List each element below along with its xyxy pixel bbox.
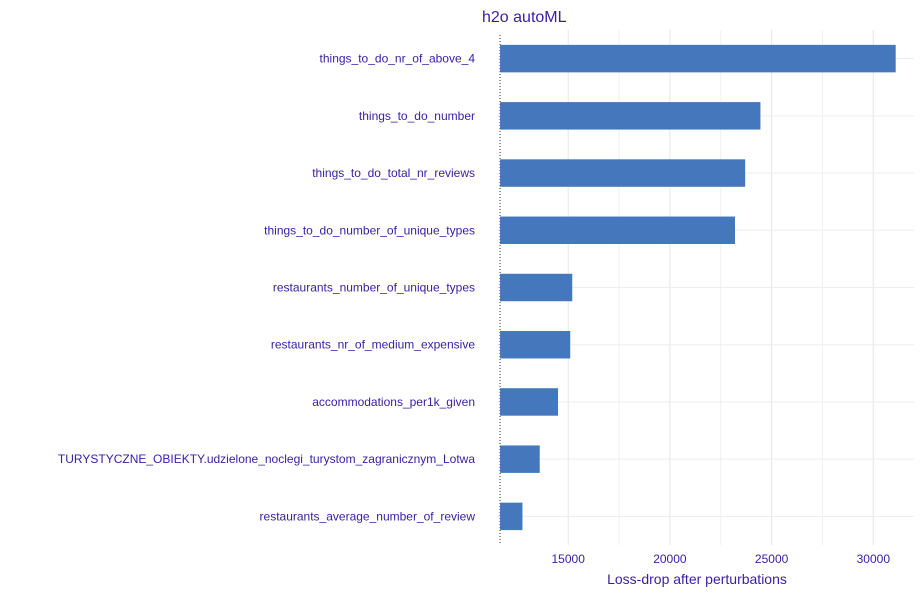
bar <box>500 44 896 73</box>
x-axis-title: Loss-drop after perturbations <box>607 571 787 587</box>
category-label: restaurants_number_of_unique_types <box>273 281 475 295</box>
category-label: restaurants_average_number_of_review <box>260 509 476 523</box>
bar <box>500 330 571 359</box>
category-label: TURYSTYCZNE_OBIEKTY.udzielone_noclegi_tu… <box>58 452 475 466</box>
category-label: accommodations_per1k_given <box>312 395 475 409</box>
bar <box>500 102 761 130</box>
bar <box>500 502 523 531</box>
bar <box>500 216 735 245</box>
category-label: restaurants_nr_of_medium_expensive <box>271 338 475 352</box>
category-label: things_to_do_total_nr_reviews <box>312 166 475 180</box>
category-label: things_to_do_number_of_unique_types <box>264 223 475 237</box>
bar <box>500 445 540 473</box>
bar <box>500 388 559 416</box>
x-tick-label: 25000 <box>755 552 789 566</box>
bar <box>500 159 746 187</box>
category-label: things_to_do_nr_of_above_4 <box>320 52 476 66</box>
bars <box>500 44 896 531</box>
x-tick-label: 20000 <box>653 552 687 566</box>
x-tick-label: 30000 <box>857 552 891 566</box>
category-label: things_to_do_number <box>359 109 475 123</box>
chart-title: h2o autoML <box>482 9 567 26</box>
x-axis-ticks: 15000 20000 25000 30000 <box>552 552 891 566</box>
bar <box>500 273 573 302</box>
x-tick-label: 15000 <box>552 552 586 566</box>
category-labels: things_to_do_nr_of_above_4 things_to_do_n… <box>58 52 475 524</box>
